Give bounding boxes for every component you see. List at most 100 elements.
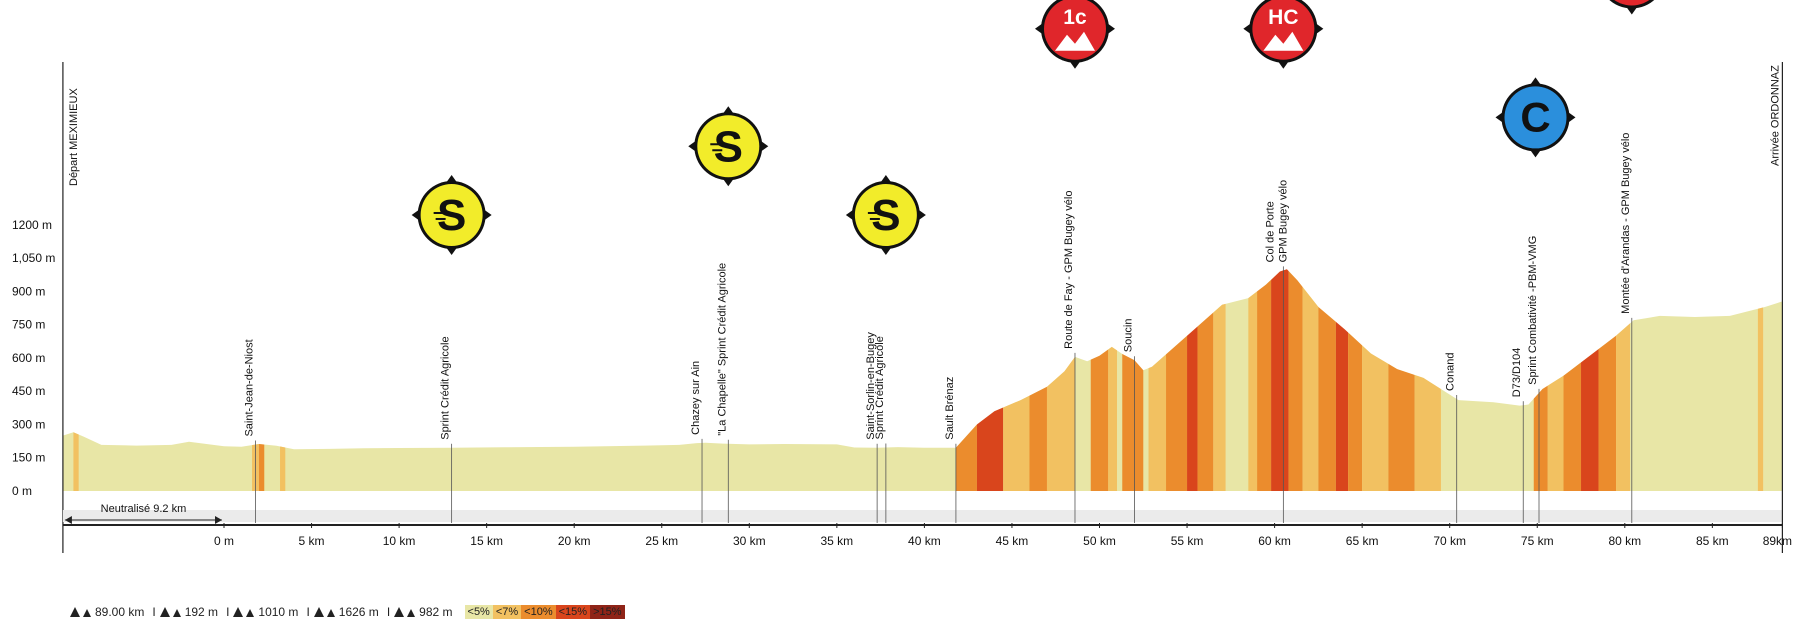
sprint-icon-disc <box>697 115 760 178</box>
gradient-band <box>1362 269 1389 491</box>
compass-point <box>723 179 734 187</box>
sprint-glyph: S <box>437 191 466 240</box>
sprint-glyph: S <box>871 191 900 240</box>
sprint-icon-disc <box>420 183 483 246</box>
y-tick-label: 900 m <box>12 284 45 298</box>
elevation-loss-icon <box>394 607 416 617</box>
x-tick-label: 85 km <box>1696 534 1729 548</box>
neutralised-arrow-left <box>64 516 72 524</box>
climb-icon: HC <box>1243 0 1324 69</box>
y-tick-label: 1,050 m <box>12 251 55 265</box>
max-altitude-icon <box>233 607 255 617</box>
sprint-glyph: S <box>714 122 743 171</box>
gradient-band <box>1414 269 1441 491</box>
combativity-glyph: C <box>1520 93 1550 140</box>
point-label: "La Chapelle" Sprint Crédit Agricole <box>716 263 728 436</box>
stat-value: 1626 m <box>338 605 379 619</box>
point-label: GPM Bugey vélo <box>1277 180 1289 263</box>
axes: 0 m 150 m 300 m 450 m 600 m 750 m 900 m 1,050 m… <box>12 62 1792 553</box>
distance-icon <box>70 607 92 617</box>
x-tick-label: 55 km <box>1171 534 1204 548</box>
x-tick-label: 75 km <box>1521 534 1554 548</box>
point-label: Route de Fay - GPM Bugey vélo <box>1063 191 1075 349</box>
gradient-band <box>1257 269 1272 491</box>
y-tick-label: 450 m <box>12 384 45 398</box>
x-tick-label: 65 km <box>1346 534 1379 548</box>
gradient-band <box>1090 269 1109 491</box>
climbers-icon <box>1054 31 1095 51</box>
point-label: Montée d'Arandas - GPM Bugey vélo <box>1620 133 1632 314</box>
gradient-band <box>1388 269 1415 491</box>
gradient-legend-chip: <15% <box>555 605 591 619</box>
gradient-band <box>1213 269 1226 491</box>
compass-point <box>880 247 891 255</box>
elevation-gain-stat: 1626 m <box>313 605 379 619</box>
gradient-band <box>976 269 1004 491</box>
gradient-band <box>1547 269 1564 491</box>
compass-point <box>688 141 696 152</box>
gradient-band <box>1348 269 1363 491</box>
point-label: Soucin <box>1123 319 1135 353</box>
compass-point <box>1243 23 1251 34</box>
start-label: Départ MEXIMIEUX <box>68 88 80 186</box>
gradient-band <box>1248 269 1258 491</box>
point-label: Saint-Sorlin-en-Bugey <box>865 332 877 440</box>
stat-value: 192 m <box>184 605 219 619</box>
gradient-band <box>1598 269 1617 491</box>
climb-icon: 1c <box>1609 0 1655 15</box>
compass-point <box>1626 7 1637 15</box>
gradient-legend-chip: <7% <box>492 605 522 619</box>
x-tick-label: 80 km <box>1608 534 1641 548</box>
x-tick-label: 70 km <box>1433 534 1466 548</box>
y-tick-label: 0 m <box>12 484 32 498</box>
profile-area <box>62 269 1783 491</box>
classification-icons: S S S 1c HC C 1c <box>411 0 1655 255</box>
compass-point <box>1495 112 1503 123</box>
gradient-band <box>1563 269 1582 491</box>
point-label: Sprint Combativité -PBM-VMG <box>1527 236 1539 385</box>
compass-point <box>1278 61 1289 69</box>
compass-point <box>411 209 419 220</box>
gradient-band <box>1029 269 1047 491</box>
gradient-band <box>1271 269 1289 491</box>
gradient-band <box>955 269 977 491</box>
gradient-band <box>1148 269 1167 491</box>
compass-point <box>1107 23 1115 34</box>
x-tick-label: 25 km <box>645 534 678 548</box>
point-label: Col de Porte <box>1264 201 1276 262</box>
point-label: Saint-Jean-de-Niost <box>244 339 256 436</box>
point-label: Chazey sur Ain <box>690 361 702 435</box>
y-tick-label: 150 m <box>12 451 45 465</box>
sprint-icon: S <box>688 106 769 187</box>
climb-icon: 1c <box>1034 0 1115 69</box>
stat-value: 982 m <box>419 605 453 619</box>
sprint-icon: S <box>411 174 492 255</box>
route-points: Départ MEXIMIEUX Saint-Jean-de-Niost Sprin… <box>68 65 1781 523</box>
min-altitude-icon <box>159 607 182 617</box>
distance-stat: 89.00 km <box>70 605 144 619</box>
gradient-legend-chip: <5% <box>464 605 493 619</box>
compass-point <box>1530 150 1541 158</box>
gradient-band <box>1122 269 1144 491</box>
gradient-legend-chip: <10% <box>521 605 556 619</box>
stat-value: 89.00 km <box>95 605 145 619</box>
point-label: Sprint Crédit Agricole <box>440 336 452 439</box>
x-tick-label: 45 km <box>996 534 1029 548</box>
gradient-band <box>73 269 79 491</box>
elevation-loss-stat: 982 m <box>394 605 453 619</box>
climbers-icon <box>1263 31 1304 51</box>
compass-point <box>880 174 891 182</box>
gradient-band <box>1166 269 1188 491</box>
stat-value: 1010 m <box>258 605 299 619</box>
stat-separator: I <box>306 605 310 619</box>
gradient-band <box>1581 269 1599 491</box>
gradient-band <box>1335 269 1349 491</box>
x-tick-label: 15 km <box>470 534 503 548</box>
stat-separator: I <box>386 605 391 619</box>
x-tick-label: 0 m <box>214 534 234 548</box>
gradient-band <box>1187 269 1198 491</box>
compass-point <box>1034 23 1042 34</box>
elevation-gain-icon <box>313 607 336 617</box>
compass-point <box>761 141 769 152</box>
